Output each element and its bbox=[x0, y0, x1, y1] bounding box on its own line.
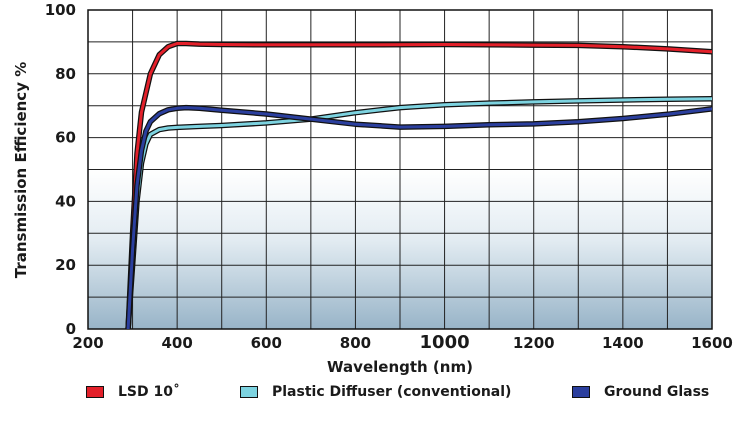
x-tick-label: 800 bbox=[340, 334, 371, 352]
x-tick-label: 400 bbox=[161, 334, 192, 352]
legend-label-plastic-diffuser: Plastic Diffuser (conventional) bbox=[272, 384, 512, 400]
legend-item-ground-glass: Ground Glass bbox=[572, 384, 709, 400]
legend: LSD 10˚ Plastic Diffuser (conventional) … bbox=[0, 384, 750, 408]
series-line-ground-glass bbox=[126, 106, 712, 329]
y-axis-title: Transmission Efficiency % bbox=[12, 62, 30, 278]
x-tick-label: 1600 bbox=[691, 334, 733, 352]
y-tick-label: 100 bbox=[45, 1, 76, 19]
x-tick-label: 1400 bbox=[602, 334, 644, 352]
x-tick-label: 200 bbox=[72, 334, 103, 352]
y-tick-labels: 0 20 40 60 80 100 bbox=[45, 1, 76, 338]
x-axis-title: Wavelength (nm) bbox=[327, 358, 473, 376]
series-layer bbox=[125, 40, 712, 329]
legend-swatch-ground-glass bbox=[572, 386, 590, 398]
x-tick-label: 600 bbox=[251, 334, 282, 352]
legend-label-lsd: LSD 10˚ bbox=[118, 384, 180, 400]
x-tick-labels: 200 400 600 800 1000 1200 1400 1600 bbox=[72, 332, 733, 353]
legend-label-ground-glass: Ground Glass bbox=[604, 384, 710, 400]
y-tick-label: 20 bbox=[55, 256, 76, 274]
legend-item-plastic-diffuser: Plastic Diffuser (conventional) bbox=[240, 384, 511, 400]
legend-swatch-plastic-diffuser bbox=[240, 386, 258, 398]
x-tick-label: 1000 bbox=[420, 332, 470, 353]
chart: 200 400 600 800 1000 1200 1400 1600 0 20 40 60 80 10… bbox=[12, 1, 733, 376]
legend-swatch-lsd bbox=[86, 386, 104, 398]
y-tick-label: 80 bbox=[55, 65, 76, 83]
y-tick-label: 40 bbox=[55, 192, 76, 210]
series-line-lsd bbox=[126, 42, 712, 329]
y-tick-label: 0 bbox=[66, 320, 76, 338]
x-tick-label: 1200 bbox=[513, 334, 555, 352]
plot-frame bbox=[87, 9, 713, 330]
y-tick-label: 60 bbox=[55, 129, 76, 147]
legend-item-lsd: LSD 10˚ bbox=[86, 384, 180, 400]
